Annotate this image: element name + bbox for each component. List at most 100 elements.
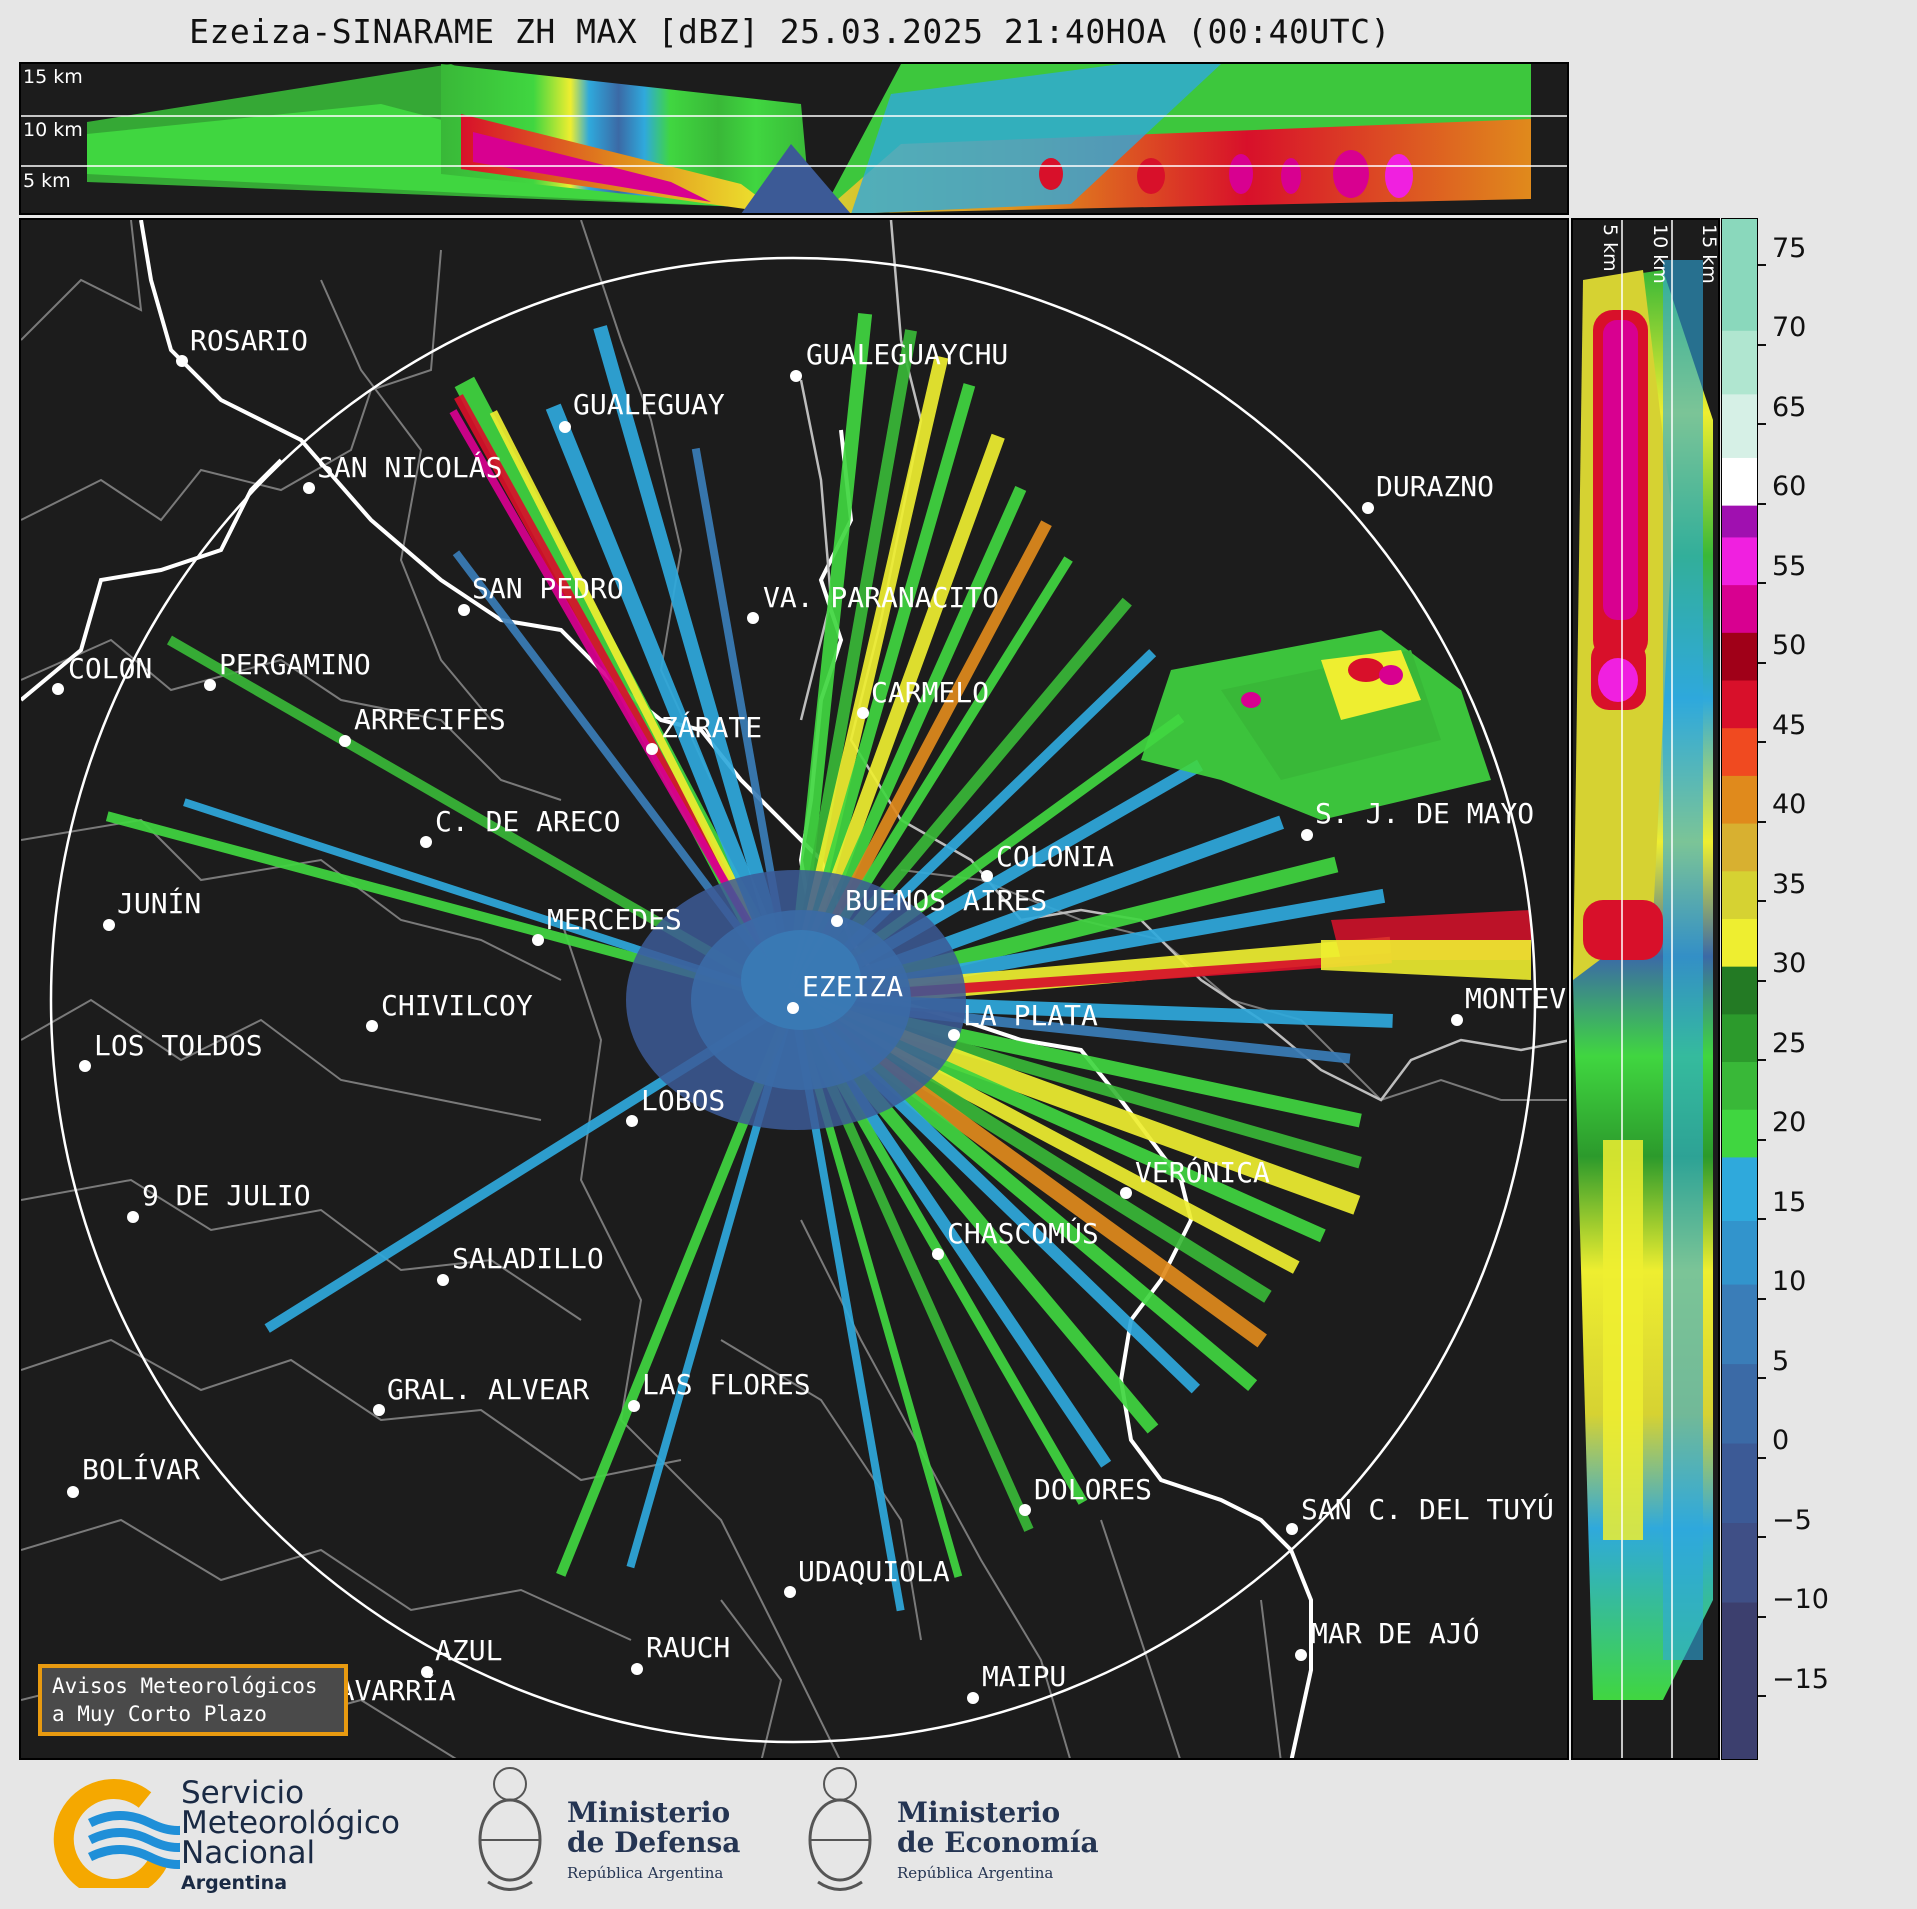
city-dot: [784, 1586, 796, 1598]
city-dot: [1120, 1187, 1132, 1199]
colorbar-tick: 20: [1758, 1107, 1806, 1154]
colorbar-tick-label: 15: [1772, 1186, 1807, 1218]
city-label-chivilcoy: CHIVILCOY: [381, 989, 533, 1022]
colorbar-segment: [1722, 1013, 1757, 1063]
colorbar-tick-label: 25: [1772, 1027, 1807, 1059]
colorbar-segment: [1722, 966, 1757, 1015]
city-label-gualeguaychu: GUALEGUAYCHU: [806, 338, 1009, 371]
city-dot: [204, 679, 216, 691]
colorbar-segment: [1722, 1443, 1757, 1524]
colorbar-tick-label: 5: [1772, 1345, 1790, 1377]
colorbar-tick-label: 30: [1772, 948, 1807, 980]
city-dot: [626, 1115, 638, 1127]
city-label-la-plata: LA PLATA: [963, 999, 1098, 1032]
boundaries: [21, 220, 1567, 1758]
city-dot: [421, 1666, 433, 1678]
city-label-veronica: VERÓNICA: [1135, 1156, 1270, 1189]
colorbar-tick-label: 45: [1772, 709, 1807, 741]
city-dot: [437, 1274, 449, 1286]
city-dot: [1362, 502, 1374, 514]
smn-name: Servicio Meteorológico Nacional Argentin…: [181, 1778, 400, 1898]
colorbar-tick: 50: [1758, 630, 1806, 677]
economia-line-2: de Economía: [897, 1826, 1099, 1859]
colorbar-tick: 40: [1758, 789, 1806, 836]
notice-line-1: Avisos Meteorológicos: [52, 1674, 318, 1698]
colorbar-segment: [1722, 1522, 1757, 1603]
colorbar-tick-label: 40: [1772, 789, 1807, 821]
colorbar-tick: −5: [1758, 1505, 1812, 1552]
colorbar-tick-label: 70: [1772, 312, 1807, 344]
short-term-warnings-link[interactable]: Avisos Meteorológicos a Muy Corto Plazo: [38, 1664, 348, 1736]
colorbar-segment: [1722, 330, 1757, 395]
altitude-label-10km: 10 km: [23, 119, 83, 141]
colorbar-tick: 55: [1758, 551, 1806, 598]
range-ring: [49, 256, 1537, 1744]
city-label-mercedes: MERCEDES: [547, 903, 682, 936]
smn-line-2: Meteorológico: [181, 1805, 400, 1841]
city-label-las-flores: LAS FLORES: [642, 1368, 811, 1401]
colorbar-segment: [1722, 727, 1757, 776]
colorbar-tick: 35: [1758, 869, 1806, 916]
city-label-arrecifes: ARRECIFES: [354, 703, 506, 736]
defensa-line-3: República Argentina: [567, 1864, 724, 1882]
city-dot: [967, 1692, 979, 1704]
city-label-lobos: LOBOS: [641, 1084, 726, 1117]
defensa-coat-of-arms-icon: [470, 1762, 550, 1904]
colorbar-tick-label: 50: [1772, 630, 1807, 662]
defensa-line-2: de Defensa: [567, 1826, 741, 1859]
colorbar-tick: 60: [1758, 471, 1806, 518]
radar-map: ROSARIO GUALEGUAYCHU GUALEGUAY SAN NICOL…: [19, 218, 1569, 1760]
clutter: [626, 870, 966, 1130]
city-dot: [1019, 1504, 1031, 1516]
city-label-san-nicolas: SAN NICOLÁS: [317, 451, 503, 484]
smn-logo-icon: [53, 1779, 203, 1900]
city-dot: [1301, 829, 1313, 841]
colorbar-segment: [1722, 632, 1757, 681]
colorbar-segment: [1722, 1602, 1757, 1759]
city-dot: [981, 870, 993, 882]
colorbar-segment: [1722, 393, 1757, 458]
city-dot: [532, 934, 544, 946]
city-dot: [127, 1211, 139, 1223]
colorbar-segment: [1722, 823, 1757, 872]
city-label-mar-de-ajo: MAR DE AJÓ: [1311, 1617, 1480, 1650]
colorbar-segment: [1722, 219, 1757, 331]
side-cross-section-plot: [1573, 220, 1713, 1758]
colorbar-tick-label: −5: [1772, 1504, 1812, 1536]
city-dot: [646, 743, 658, 755]
city-dot: [1451, 1014, 1463, 1026]
city-dot: [787, 1002, 799, 1014]
city-dot: [747, 612, 759, 624]
city-dot: [103, 919, 115, 931]
economia-line-1: Ministerio: [897, 1796, 1061, 1829]
city-dot: [831, 915, 843, 927]
city-dot: [631, 1663, 643, 1675]
colorbar-tick-label: 75: [1772, 232, 1807, 264]
convective-cells: [1141, 630, 1531, 980]
city-label-los-toldos: LOS TOLDOS: [94, 1029, 263, 1062]
city-label-montevideo: MONTEVIDEO: [1465, 982, 1567, 1015]
city-dot: [366, 1020, 378, 1032]
city-dot: [67, 1486, 79, 1498]
colorbar: [1721, 218, 1758, 1760]
city-label-rosario: ROSARIO: [190, 324, 309, 357]
smn-line-3: Nacional: [181, 1835, 316, 1871]
colorbar-segment: [1722, 1061, 1757, 1110]
colorbar-tick: 65: [1758, 392, 1806, 439]
colorbar-tick-label: 20: [1772, 1107, 1807, 1139]
colorbar-tick: 15: [1758, 1187, 1806, 1234]
city-dot: [420, 836, 432, 848]
colorbar-segment: [1722, 1363, 1757, 1444]
city-label-durazno: DURAZNO: [1376, 470, 1495, 503]
city-label-c-de-areco: C. DE ARECO: [435, 805, 621, 838]
colorbar-segment: [1722, 1109, 1757, 1158]
altitude-label-5km: 5 km: [23, 170, 71, 192]
top-cross-section: 15 km 10 km 5 km: [19, 62, 1569, 215]
side-altitude-15km: 15 km: [1698, 224, 1720, 284]
economia-line-3: República Argentina: [897, 1864, 1054, 1882]
colorbar-segment: [1722, 505, 1757, 538]
colorbar-tick: 75: [1758, 233, 1806, 280]
colorbar-segment: [1722, 584, 1757, 633]
city-dot: [1295, 1649, 1307, 1661]
notice-line-2: a Muy Corto Plazo: [52, 1702, 267, 1726]
